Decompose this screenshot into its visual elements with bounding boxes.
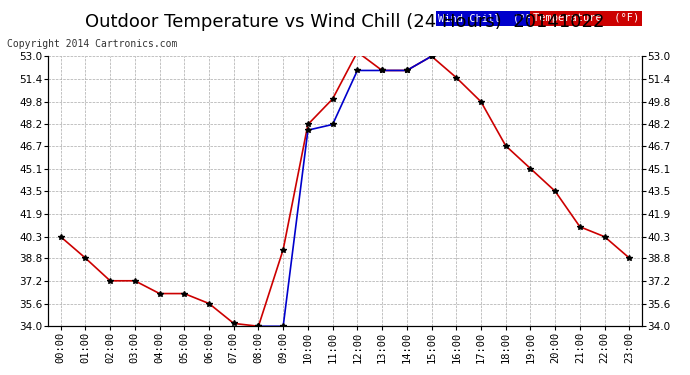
Text: Copyright 2014 Cartronics.com: Copyright 2014 Cartronics.com [7,39,177,50]
Text: Wind Chill  (°F): Wind Chill (°F) [438,13,538,23]
Text: Outdoor Temperature vs Wind Chill (24 Hours)  20141022: Outdoor Temperature vs Wind Chill (24 Ho… [86,13,604,31]
Text: Temperature  (°F): Temperature (°F) [533,13,639,23]
